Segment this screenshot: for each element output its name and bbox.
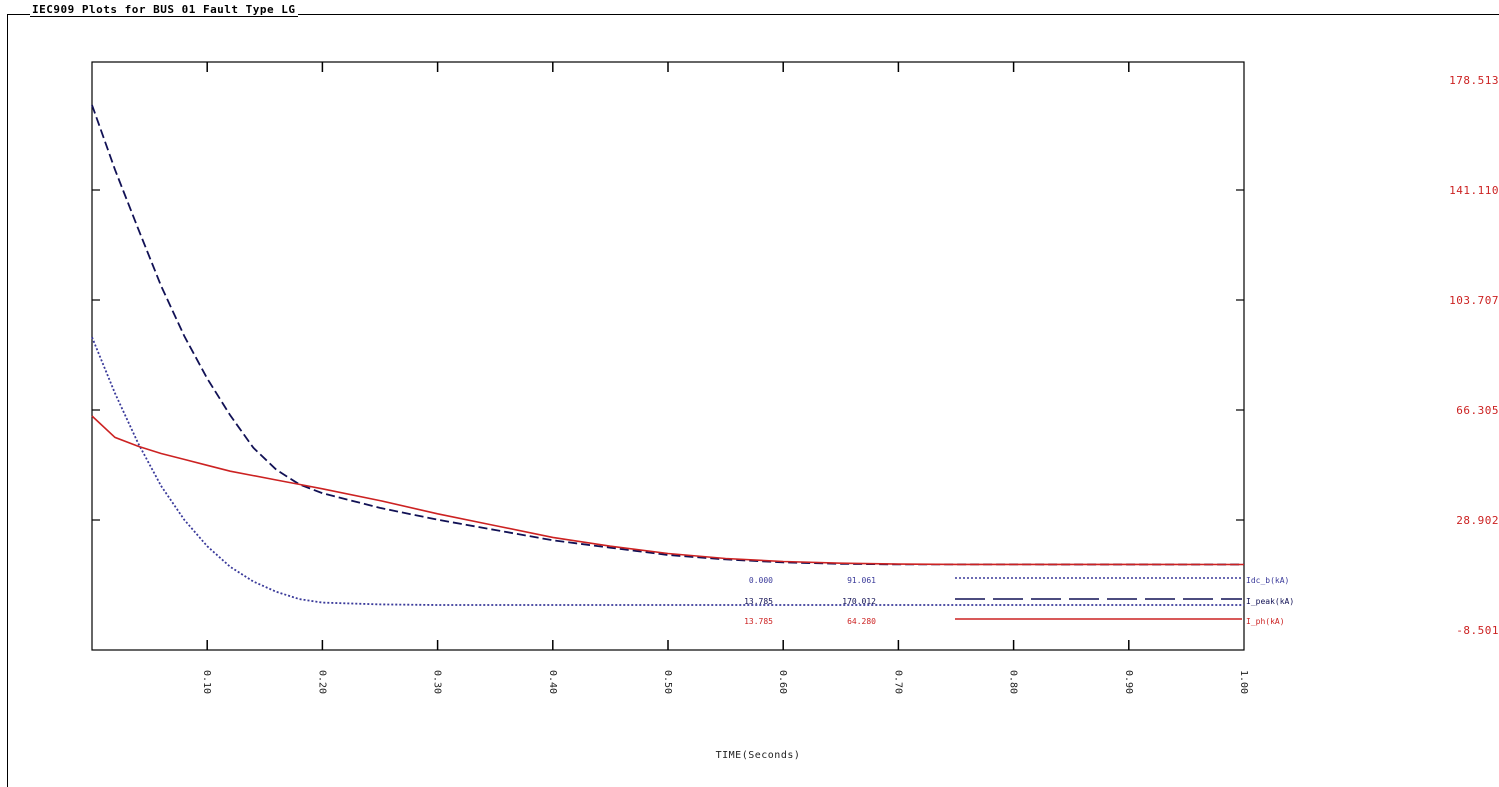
x-tick-label: 0.80 xyxy=(1008,670,1019,694)
y-tick-label: 103.707 xyxy=(1449,294,1499,307)
legend-label: I_ph(kA) xyxy=(1246,617,1285,626)
annotation-value: 0.000 xyxy=(749,576,773,585)
series-line xyxy=(91,336,1244,606)
frame-top-border xyxy=(7,14,1499,15)
y-tick-label: 28.902 xyxy=(1456,514,1499,527)
legend-label: Idc_b(kA) xyxy=(1246,576,1289,585)
x-tick-label: 0.90 xyxy=(1123,670,1134,694)
annotation-value: 170.012 xyxy=(842,597,876,606)
x-tick-label: 0.30 xyxy=(432,670,443,694)
series-layer xyxy=(91,104,1245,606)
series-line xyxy=(91,415,1245,566)
x-tick-label: 0.40 xyxy=(547,670,558,694)
x-axis: 0.10 0.20 0.30 0.40 0.50 0.60 0.70 0.80 0.90 1.00 xyxy=(201,62,1249,694)
plot-area xyxy=(91,61,1245,651)
x-tick-label: 0.50 xyxy=(662,670,673,694)
annotation-value: 13.785 xyxy=(744,597,773,606)
annotation-value: 91.061 xyxy=(847,576,876,585)
y-tick-label: 141.110 xyxy=(1449,184,1499,197)
series-line xyxy=(91,104,1245,566)
frame-left-border xyxy=(7,14,8,787)
y-axis: 178.513 141.110 103.707 66.305 28.902 -8.501 xyxy=(92,74,1499,637)
y-tick-label: 178.513 xyxy=(1449,74,1499,87)
annotation-value: 13.785 xyxy=(744,617,773,626)
y-tick-label: -8.501 xyxy=(1456,624,1499,637)
x-axis-label: TIME(Seconds) xyxy=(716,750,801,761)
y-tick-label: 66.305 xyxy=(1456,404,1499,417)
chart-title: IEC909 Plots for BUS 01 Fault Type LG xyxy=(30,3,298,17)
annotation-value: 64.280 xyxy=(847,617,876,626)
x-tick-label: 0.60 xyxy=(777,670,788,694)
x-tick-label: 0.70 xyxy=(892,670,903,694)
x-tick-label: 1.00 xyxy=(1238,670,1249,694)
legend-label: I_peak(kA) xyxy=(1246,597,1294,606)
x-tick-label: 0.10 xyxy=(201,670,212,694)
x-tick-label: 0.20 xyxy=(316,670,327,694)
legend: Idc_b(kA) 0.000 91.061 I_peak(kA) 13.785 170.… xyxy=(744,576,1294,626)
